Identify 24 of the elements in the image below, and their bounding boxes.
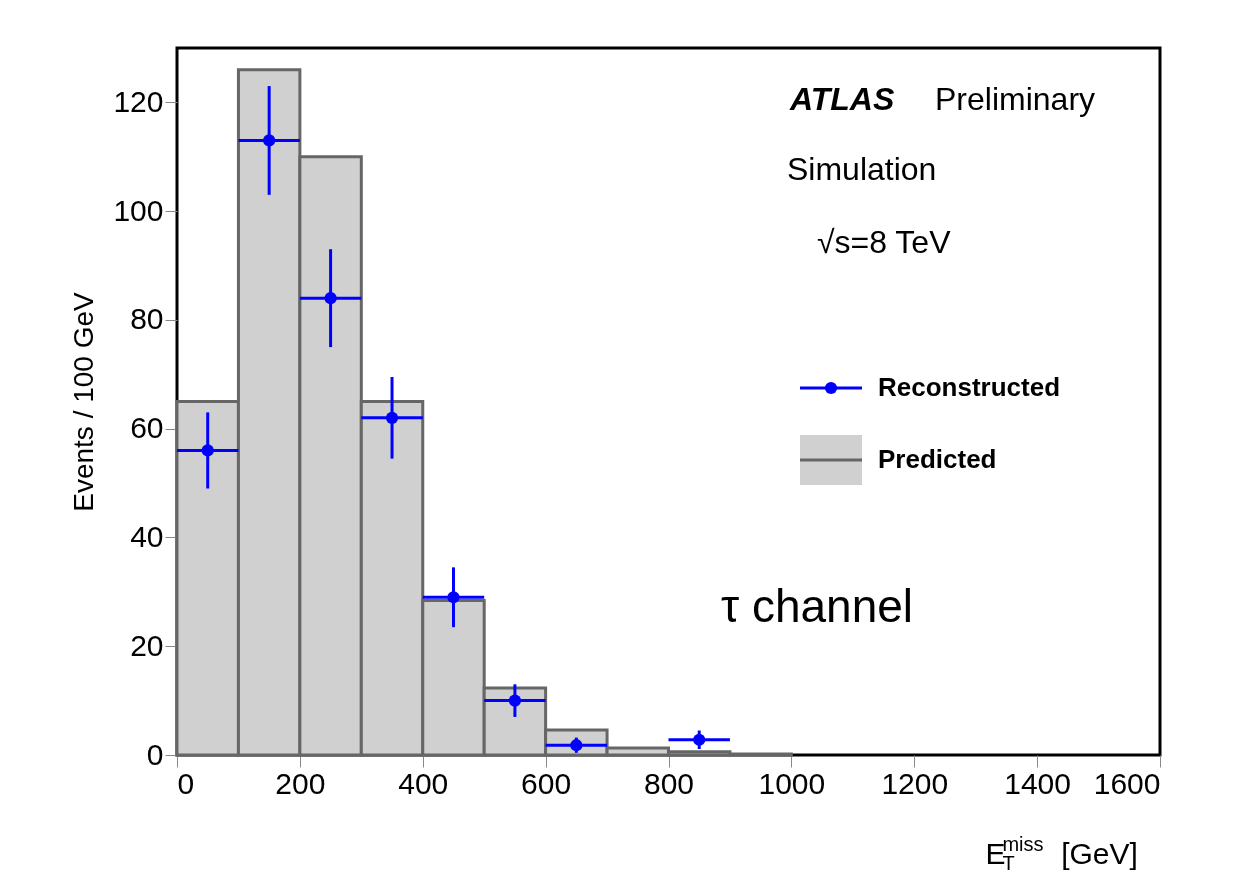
legend-label: Reconstructed [878,372,1061,402]
y-tick-label: 0 [146,737,164,771]
x-tick-label: 800 [643,766,695,800]
x-tick-label: 400 [398,766,449,800]
y-tick-label: 100 [113,193,164,227]
annotation: Preliminary [935,81,1096,117]
y-tick-label: 80 [130,302,164,336]
annotation: τ channel [720,580,914,632]
x-tick-label: 1000 [758,766,826,800]
x-tick-label: 1400 [1004,766,1071,800]
legend-label: Predicted [878,444,997,474]
annotation: ATLAS [789,81,895,117]
annotation: √s=8 TeV [817,224,952,260]
y-tick-label: 40 [130,519,164,553]
y-axis-title: Events / 100 GeV [68,291,100,512]
y-tick-label: 20 [130,628,164,662]
y-tick-label: 60 [130,411,164,445]
x-tick-label: 1200 [881,766,949,800]
y-tick-label: 120 [113,84,164,118]
x-tick-label: 0 [177,766,195,800]
annotation: Simulation [787,151,937,187]
x-tick-label: 600 [521,766,572,800]
x-tick-label: 1600 [1093,766,1161,800]
x-tick-label: 200 [275,766,326,800]
